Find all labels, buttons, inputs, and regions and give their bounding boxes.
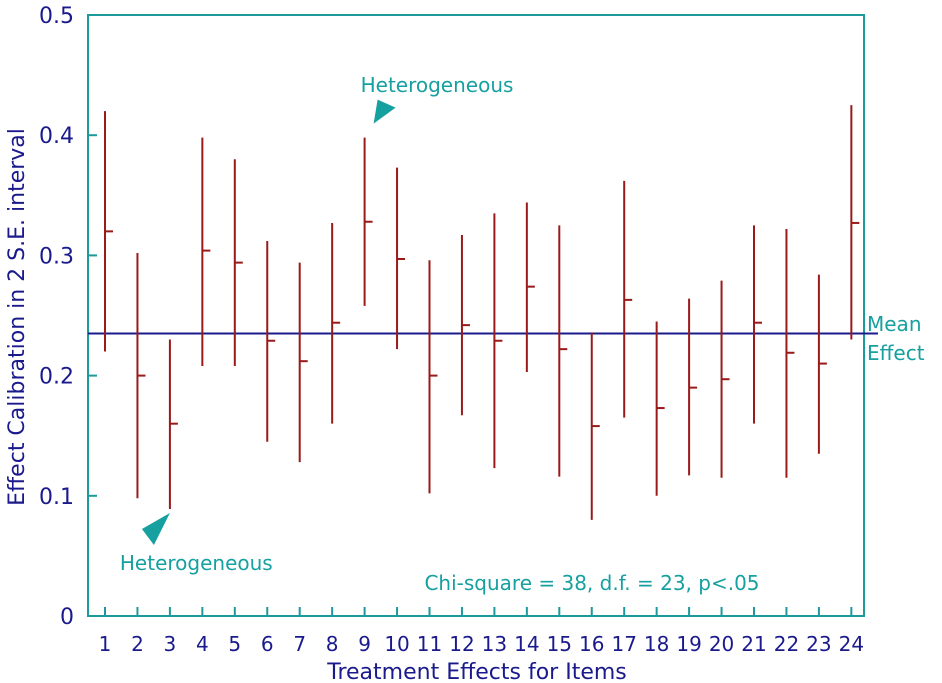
x-tick-label: 2 — [131, 632, 144, 656]
chi-square-stats: Chi-square = 38, d.f. = 23, p<.05 — [424, 571, 759, 595]
y-axis-title: Effect Calibration in 2 S.E. interval — [5, 128, 30, 506]
x-tick-label: 9 — [358, 632, 371, 656]
y-tick-label: 0.1 — [39, 485, 74, 510]
x-tick-label: 19 — [676, 632, 701, 656]
x-tick-label: 21 — [741, 632, 766, 656]
plot-frame — [87, 14, 865, 617]
x-tick-label: 7 — [293, 632, 306, 656]
annotation-arrow — [141, 513, 170, 546]
x-tick-label: 1 — [99, 632, 112, 656]
x-tick-label: 18 — [644, 632, 669, 656]
mean-effect-label-line1: Mean — [867, 312, 922, 336]
annotations-layer: Heterogeneous Heterogeneous — [120, 73, 514, 575]
error-bars-layer — [104, 105, 860, 520]
y-tick-label: 0.4 — [39, 124, 74, 149]
annotation-label: Heterogeneous — [120, 551, 273, 575]
x-axis-title: Treatment Effects for Items — [326, 660, 627, 683]
y-tick-label: 0.2 — [39, 365, 74, 390]
annotation-label: Heterogeneous — [361, 73, 514, 97]
x-tick-label: 13 — [482, 632, 507, 656]
mean-effect-label-line2: Effect — [867, 341, 925, 365]
x-tick-label: 14 — [514, 632, 539, 656]
x-tick-label: 10 — [384, 632, 409, 656]
x-tick-label: 17 — [611, 632, 636, 656]
x-tick-label: 15 — [547, 632, 572, 656]
x-tick-label: 8 — [326, 632, 339, 656]
x-tick-label: 4 — [196, 632, 209, 656]
x-tick-label: 5 — [228, 632, 241, 656]
x-tick-label: 12 — [449, 632, 474, 656]
y-tick-label: 0.5 — [39, 4, 74, 29]
x-tick-label: 20 — [709, 632, 734, 656]
plot-border — [87, 14, 865, 617]
tick-labels-layer: 00.10.20.30.40.51 2 3 4 5 6 7 8 9 10 11 12 13 14 15 16 1… — [39, 4, 864, 656]
y-tick-label: 0.3 — [39, 244, 74, 269]
annotation-arrow — [373, 99, 396, 124]
x-tick-label: 23 — [806, 632, 831, 656]
x-tick-label: 24 — [839, 632, 864, 656]
x-tick-label: 3 — [164, 632, 177, 656]
x-tick-label: 6 — [261, 632, 274, 656]
y-tick-label: 0 — [60, 605, 74, 630]
x-tick-label: 22 — [774, 632, 799, 656]
x-tick-label: 16 — [579, 632, 604, 656]
x-tick-label: 11 — [417, 632, 442, 656]
